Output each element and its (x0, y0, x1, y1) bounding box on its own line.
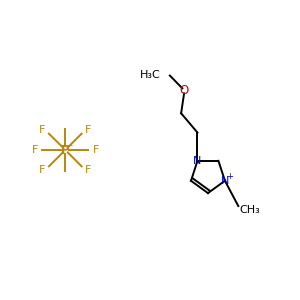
Text: F: F (39, 165, 46, 175)
Text: +: + (226, 172, 233, 181)
Text: F: F (85, 165, 92, 175)
Text: H₃C: H₃C (140, 70, 161, 80)
Text: N: N (193, 156, 202, 166)
Text: P: P (61, 143, 70, 157)
Text: F: F (92, 145, 99, 155)
Text: F: F (85, 125, 92, 135)
Text: F: F (39, 125, 46, 135)
Text: N: N (221, 176, 229, 186)
Text: −: − (65, 140, 73, 149)
Text: O: O (179, 85, 189, 98)
Text: F: F (32, 145, 38, 155)
Text: CH₃: CH₃ (240, 206, 260, 215)
